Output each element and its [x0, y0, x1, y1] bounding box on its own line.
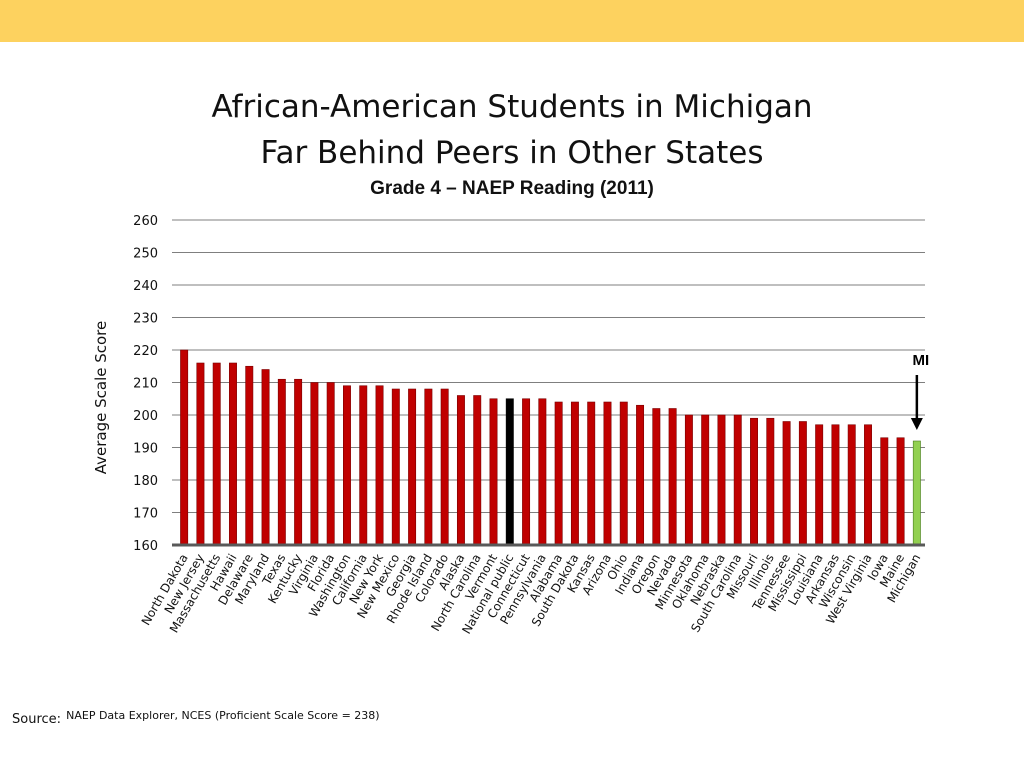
y-axis-label: Average Scale Score [92, 321, 110, 475]
bar-chart: 160 170 180 190 200 210 220 230 240 250 260 Average… [92, 214, 930, 636]
bar [587, 401, 596, 546]
bar [684, 414, 693, 546]
source-text: NAEP Data Explorer, NCES (Proficient Sca… [66, 709, 380, 722]
annotation-label: MI [913, 352, 930, 369]
bar [522, 398, 531, 546]
bar [212, 362, 221, 546]
bar [343, 385, 351, 546]
bar [717, 414, 726, 546]
bar [554, 401, 563, 546]
bar [473, 395, 482, 546]
bar [310, 382, 319, 546]
bar [326, 382, 335, 546]
bar [603, 401, 612, 546]
bar [847, 424, 856, 546]
bar [733, 414, 742, 546]
slide-title: African-American Students in Michigan Fa… [0, 84, 1024, 176]
bar [456, 395, 465, 546]
y-tick-label: 260 [133, 214, 158, 229]
bar [505, 398, 514, 546]
bar [391, 388, 400, 546]
bar [815, 424, 824, 546]
bar [782, 421, 791, 546]
bar [245, 365, 254, 546]
bar [896, 437, 905, 546]
bar [701, 414, 710, 546]
bar [408, 388, 417, 546]
bar [294, 378, 303, 546]
bar [570, 401, 579, 546]
y-tick-label: 250 [133, 247, 158, 262]
bar [359, 385, 368, 546]
bar [229, 362, 237, 546]
bar [489, 398, 498, 546]
bar [375, 385, 384, 546]
y-tick-label: 230 [133, 312, 158, 327]
y-tick-label: 190 [133, 442, 158, 457]
y-tick-label: 180 [133, 474, 158, 489]
bar [912, 440, 921, 546]
y-tick-label: 210 [133, 377, 158, 392]
y-tick-label: 220 [133, 344, 158, 359]
source-label: Source: [12, 712, 62, 727]
source-line: Source: NAEP Data Explorer, NCES (Profic… [12, 704, 380, 727]
bar [440, 388, 449, 546]
bar [652, 408, 661, 546]
y-tick-label: 160 [133, 539, 158, 554]
slide-title-line-2: Far Behind Peers in Other States [260, 135, 764, 171]
y-tick-label: 170 [133, 507, 158, 522]
top-accent-band [0, 0, 1024, 42]
y-tick-label: 200 [133, 409, 158, 424]
bar [798, 421, 807, 546]
bar [196, 362, 205, 546]
bar [424, 388, 433, 546]
y-tick-label: 240 [133, 279, 158, 294]
bar [831, 424, 840, 546]
slide-title-line-1: African-American Students in Michigan [211, 89, 813, 125]
bar [766, 417, 775, 546]
bar [750, 417, 758, 546]
bar [261, 369, 270, 546]
bar [277, 378, 286, 546]
bar [880, 437, 889, 546]
bar [668, 408, 677, 546]
bar [636, 404, 645, 546]
bar [864, 424, 872, 546]
bar [619, 401, 628, 546]
bar [180, 349, 189, 546]
bar [538, 398, 547, 546]
annotation-arrow-head [910, 418, 923, 430]
chart-title: Grade 4 – NAEP Reading (2011) [370, 178, 654, 199]
